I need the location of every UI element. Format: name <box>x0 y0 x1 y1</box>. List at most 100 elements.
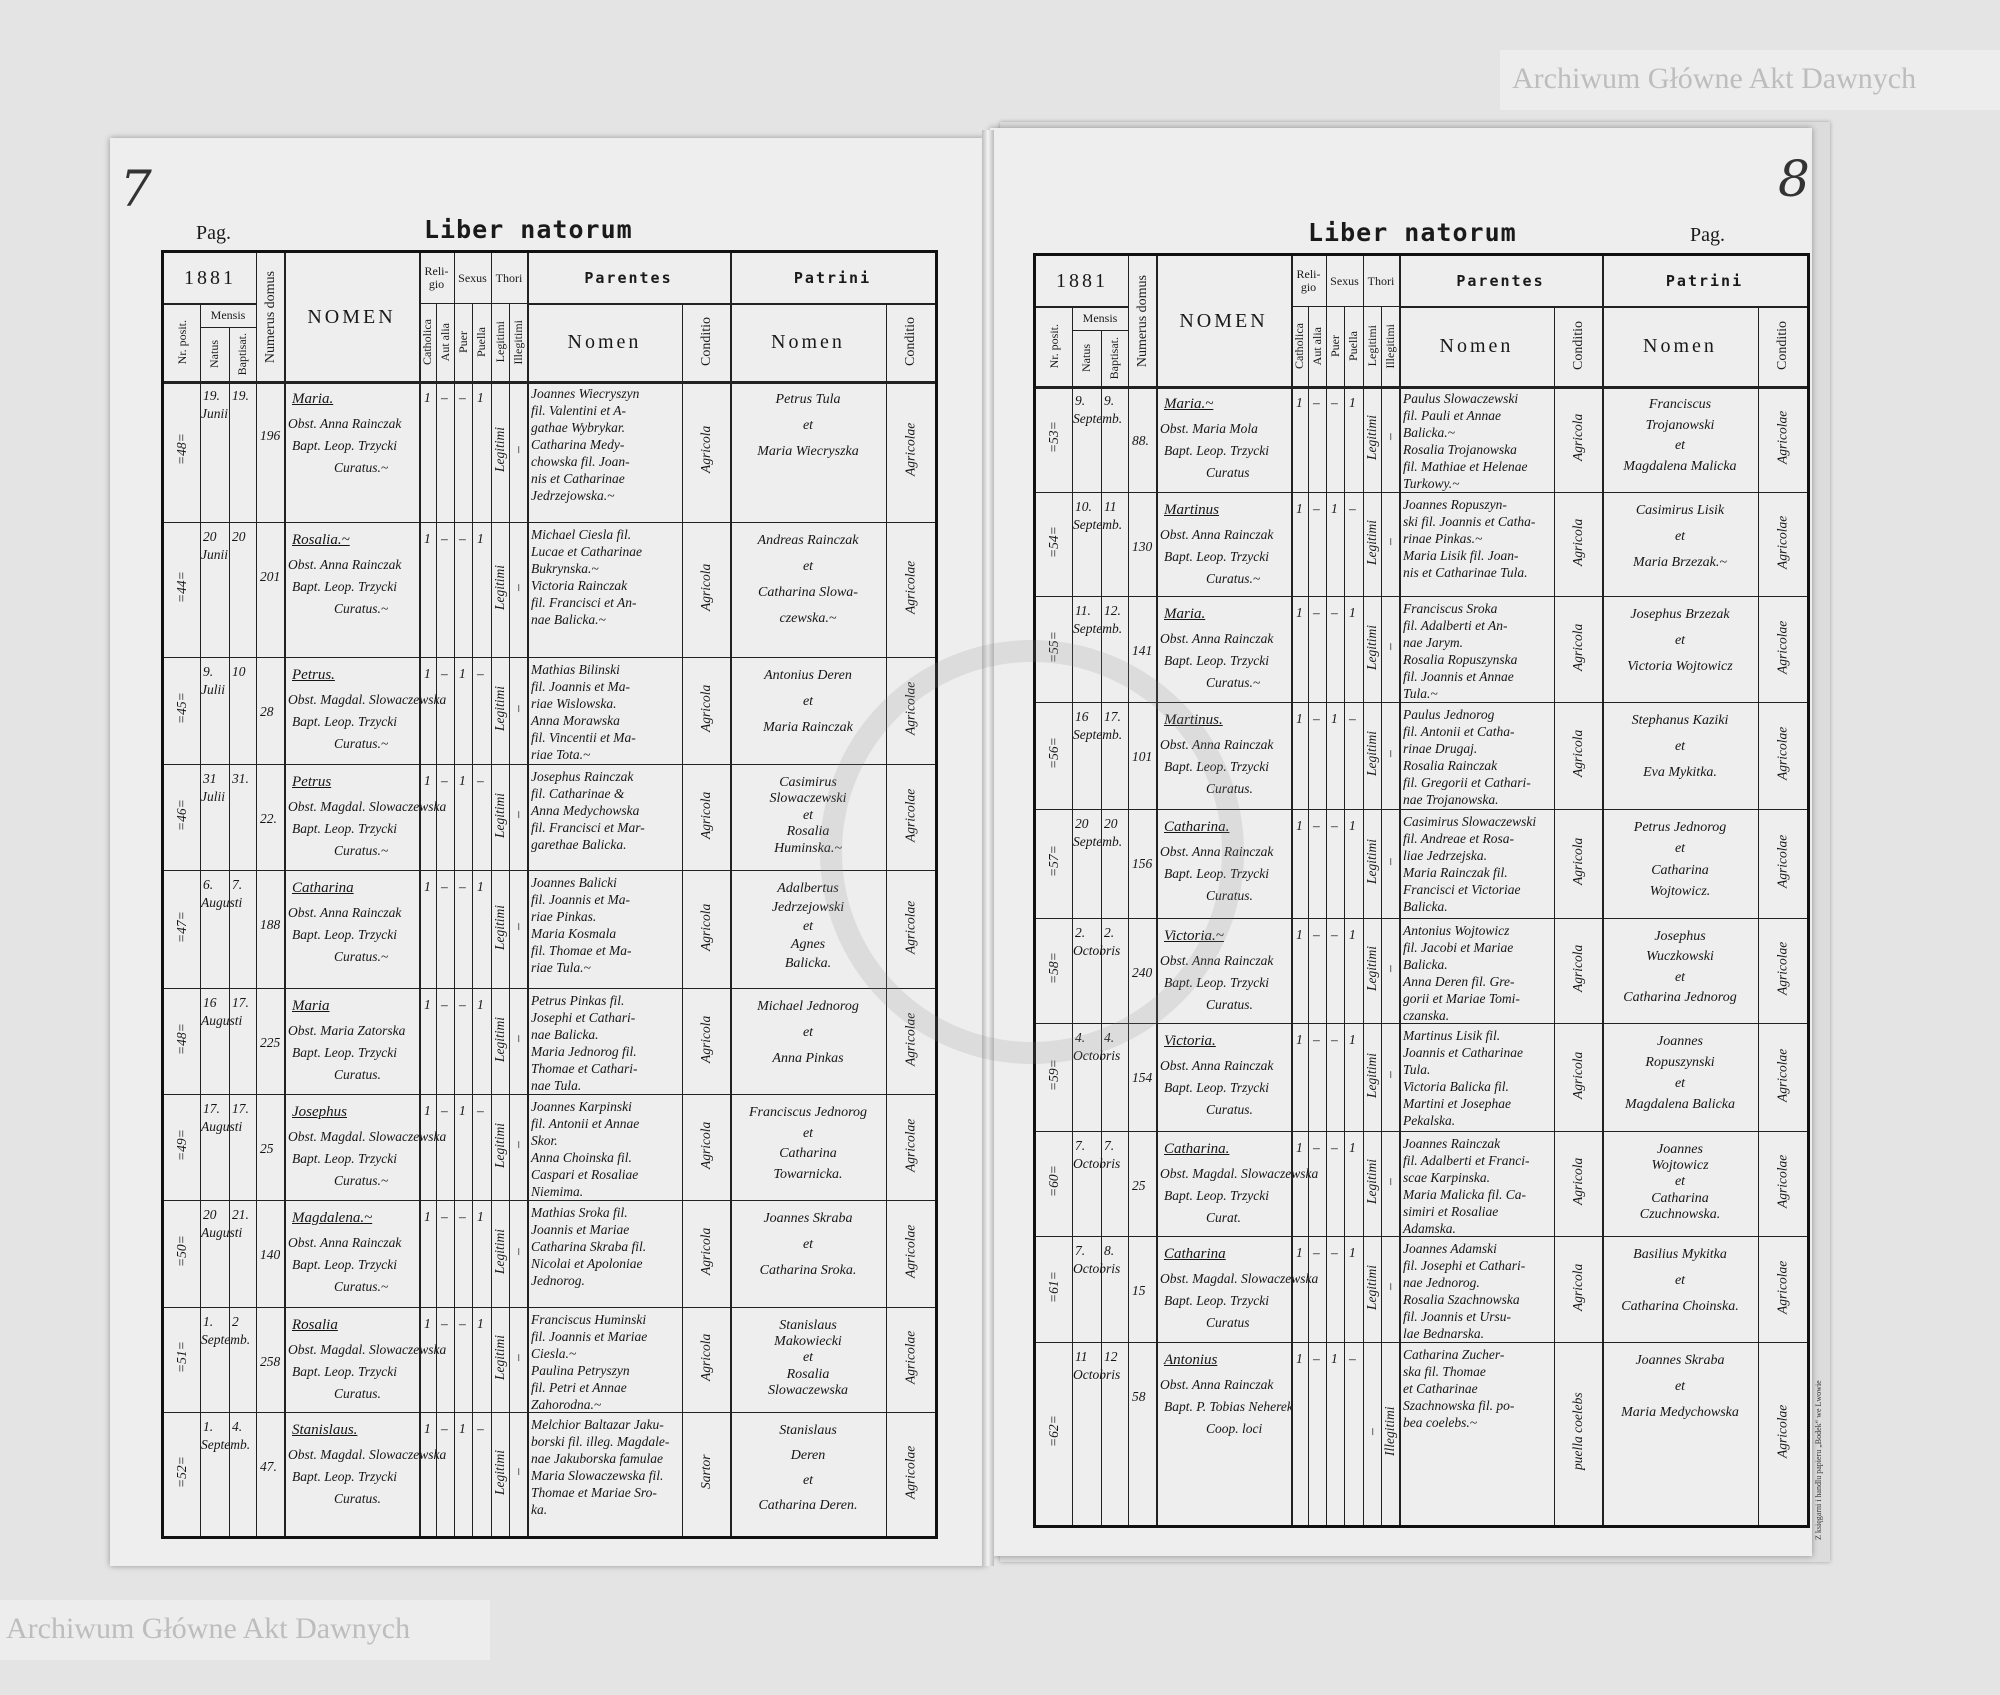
entry-alia: – <box>441 1421 448 1436</box>
entry-bapt: 19. <box>232 388 249 403</box>
entry-nomen: Catharina. <box>1164 1141 1230 1157</box>
entry-puer: – <box>459 531 466 546</box>
entry-puer: 1 <box>1331 711 1338 726</box>
entry-nomen: Rosalia <box>292 1317 338 1333</box>
entry-thori-illeg: – <box>1382 433 1397 441</box>
column-divider <box>1381 306 1382 1525</box>
parent-line: Victoria Rainczak <box>531 578 628 593</box>
godparent-line: Basilius Mykitka <box>1633 1247 1727 1262</box>
header-aut-alia: Aut alia <box>436 303 454 381</box>
entry-thori-leg: Legitimi <box>492 792 507 838</box>
entry-conditio: Agricola <box>698 563 713 612</box>
parent-line: nae Balicka. <box>531 1027 599 1042</box>
header-rule <box>1072 330 1128 331</box>
entry-alia: – <box>441 390 448 405</box>
entry-thori-leg: Legitimi <box>492 686 507 732</box>
godparent-line: Stephanus Kaziki <box>1631 713 1729 728</box>
header-bottom-rule <box>1036 386 1807 389</box>
header-parentes-nomen: Nomen <box>1439 334 1514 357</box>
column-divider <box>491 253 492 1536</box>
entry-puella: 1 <box>477 1209 484 1224</box>
godparent-line: et <box>1674 1379 1686 1394</box>
entry-bapt-by: Bapt. Leop. Trzycki <box>292 714 397 729</box>
parent-line: Skor. <box>531 1133 558 1148</box>
entry-puella: 1 <box>477 1316 484 1331</box>
godparent-line: Stanislaus <box>779 1318 837 1333</box>
godparent-line: et <box>802 694 814 709</box>
godparent-line: Petrus Tula <box>775 392 841 407</box>
entry-thori-leg: Legitimi <box>1364 519 1379 565</box>
header-aut-alia: Aut alia <box>1308 306 1326 386</box>
parent-line: Joannes Adamski <box>1403 1241 1497 1256</box>
entry-cath: 1 <box>1296 1140 1303 1155</box>
entry-bapt-by: Bapt. Leop. Trzycki <box>292 579 397 594</box>
entry-curatus: Curatus.~ <box>334 1173 389 1188</box>
column-divider <box>1399 256 1401 1525</box>
entry-thori-illeg: – <box>510 1035 525 1043</box>
entry-bapt-by: Bapt. Leop. Trzycki <box>292 438 397 453</box>
godparent-line: Ropuszynski <box>1645 1055 1715 1070</box>
entry-domus: 258 <box>260 1354 281 1369</box>
parent-line: Ciesla.~ <box>531 1346 577 1361</box>
entry-nr: =50= <box>174 1235 189 1268</box>
godparent-line: Franciscus <box>1648 397 1712 412</box>
entry-conditio: Agricola <box>698 1015 713 1063</box>
header-puella: Puella <box>1344 306 1363 386</box>
entry-natus: 6. <box>203 877 214 892</box>
entry-domus: 225 <box>260 1035 281 1050</box>
parent-line: nae Jarym. <box>1403 635 1463 650</box>
entry-nomen: Petrus. <box>292 667 335 683</box>
entry-bapt-by: Bapt. Leop. Trzycki <box>1164 549 1269 564</box>
parent-line: Joannis et Catharinae <box>1403 1045 1523 1060</box>
entry-thori-illeg: – <box>1382 965 1397 972</box>
entry-curatus: Curatus. <box>334 1491 381 1506</box>
godparent-line: et <box>1674 633 1686 648</box>
header-nomen: NOMEN <box>1179 309 1268 332</box>
entry-nomen: Petrus <box>292 774 332 790</box>
godparent-line: et <box>802 1237 814 1252</box>
row-divider <box>1036 596 1807 597</box>
entry-thori-leg: Legitimi <box>1364 1264 1379 1310</box>
entry-mensis: Junii <box>201 547 228 562</box>
entry-bapt-by: Bapt. Leop. Trzycki <box>1164 1293 1269 1308</box>
parent-line: Tula. <box>1403 1062 1431 1077</box>
entry-obst: Obst. Anna Rainczak <box>288 416 402 431</box>
entry-domus: 25 <box>260 1141 274 1156</box>
row-divider <box>1036 809 1807 810</box>
godparent-line: Rosalia <box>786 824 830 840</box>
entry-conditio: Agricola <box>1570 623 1585 671</box>
entry-nomen: Catharina <box>1164 1246 1226 1262</box>
entry-bapt: 12. <box>1104 603 1121 618</box>
row-divider <box>164 1094 935 1095</box>
header-rule <box>1036 306 1128 308</box>
entry-puer: – <box>1331 1245 1338 1260</box>
entry-patrini-conditio: Agricolae <box>1774 726 1790 781</box>
parent-line: Rosalia Rainczak <box>1403 758 1498 773</box>
entry-bapt-by: Bapt. Leop. Trzycki <box>292 1045 397 1060</box>
parent-line: czanska. <box>1403 1008 1450 1023</box>
parent-line: Szachnowska fil. po- <box>1403 1398 1515 1413</box>
column-divider <box>1344 306 1345 1525</box>
entry-bapt-by: Bapt. Leop. Trzycki <box>292 1469 397 1484</box>
column-divider <box>436 303 437 1536</box>
godparent-line: Maria Wiecryszka <box>757 444 859 459</box>
column-divider <box>527 253 529 1536</box>
godparent-line: Anna Pinkas <box>772 1051 844 1066</box>
entry-alia: – <box>441 997 448 1012</box>
entry-domus: 22. <box>260 811 277 826</box>
parent-line: Catharina Medy- <box>531 437 625 452</box>
entry-conditio: Agricola <box>698 791 713 839</box>
entry-cath: 1 <box>424 1103 431 1118</box>
parent-line: Pekalska. <box>1403 1113 1456 1128</box>
parent-line: et Catharinae <box>1403 1381 1478 1396</box>
parent-line: Thomae et Mariae Sro- <box>531 1485 657 1500</box>
entry-nr: =60= <box>1046 1165 1061 1198</box>
entry-domus: 25 <box>1132 1178 1146 1193</box>
parent-line: fil. Jacobi et Mariae <box>1403 940 1514 955</box>
entry-cath: 1 <box>1296 605 1303 620</box>
entry-bapt: 17. <box>232 1101 249 1116</box>
parent-line: Maria Lisik fil. Joan- <box>1403 548 1519 563</box>
entry-conditio: Agricola <box>1570 518 1585 566</box>
entry-puer: – <box>459 390 466 405</box>
parent-line: Jednorog. <box>531 1273 585 1288</box>
